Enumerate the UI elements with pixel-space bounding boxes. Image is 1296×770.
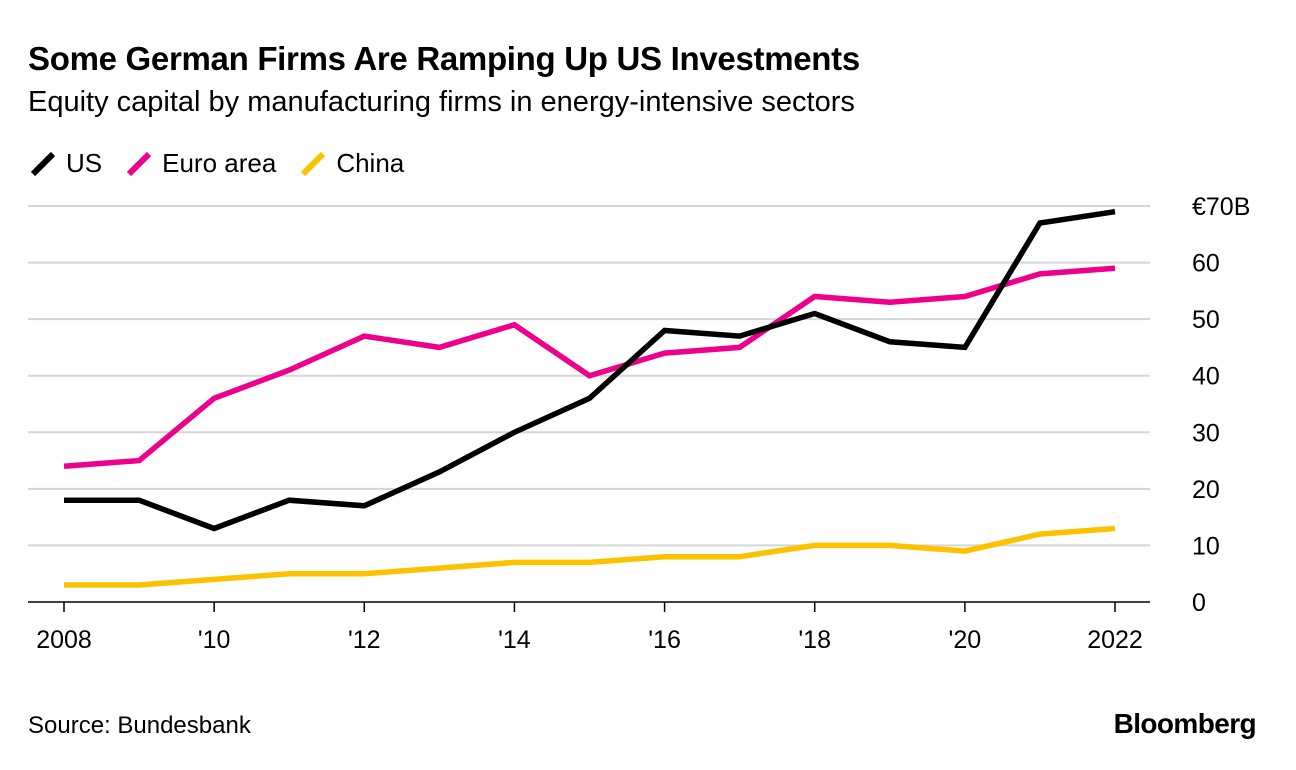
series-line-euro-area — [63, 265, 1116, 469]
legend-swatch-euro-area — [127, 151, 152, 176]
legend-item-china: China — [298, 148, 404, 179]
x-tick-label-2018: '18 — [798, 626, 831, 654]
legend-swatch-china — [301, 151, 326, 176]
x-tick-label-2022: 2022 — [1087, 626, 1143, 654]
chart-subtitle: Equity capital by manufacturing firms in… — [28, 86, 855, 118]
legend-label-euro-area: Euro area — [162, 148, 277, 178]
x-tick-label-2008: 2008 — [36, 626, 92, 654]
x-tick-label-2012: '12 — [348, 626, 381, 654]
legend-item-euro-area: Euro area — [124, 148, 276, 179]
y-tick-label-50: 50 — [1192, 306, 1220, 334]
x-tick-label-2020: '20 — [949, 626, 982, 654]
bloomberg-logo: Bloomberg — [1113, 708, 1257, 739]
y-tick-label-70: €70B — [1192, 193, 1250, 221]
series-line-china — [64, 525, 1116, 588]
source-note: Source: Bundesbank — [28, 712, 251, 739]
series-line-us — [64, 208, 1116, 532]
legend-label-china: China — [336, 148, 405, 178]
legend-item-us: US — [28, 148, 102, 179]
y-tick-label-20: 20 — [1192, 476, 1220, 504]
x-tick-label-2010: '10 — [198, 626, 231, 654]
y-tick-label-40: 40 — [1192, 363, 1220, 391]
y-tick-label-30: 30 — [1192, 419, 1220, 447]
x-tick-label-2016: '16 — [648, 626, 681, 654]
y-tick-label-60: 60 — [1192, 250, 1220, 278]
y-tick-label-10: 10 — [1192, 532, 1220, 560]
legend-swatch-us — [30, 151, 56, 176]
legend-label-us: US — [66, 148, 103, 178]
chart-title: Some German Firms Are Ramping Up US Inve… — [28, 40, 860, 77]
legend: US Euro area China — [28, 148, 426, 179]
x-tick-label-2014: '14 — [498, 626, 531, 654]
y-tick-label-0: 0 — [1192, 589, 1206, 617]
